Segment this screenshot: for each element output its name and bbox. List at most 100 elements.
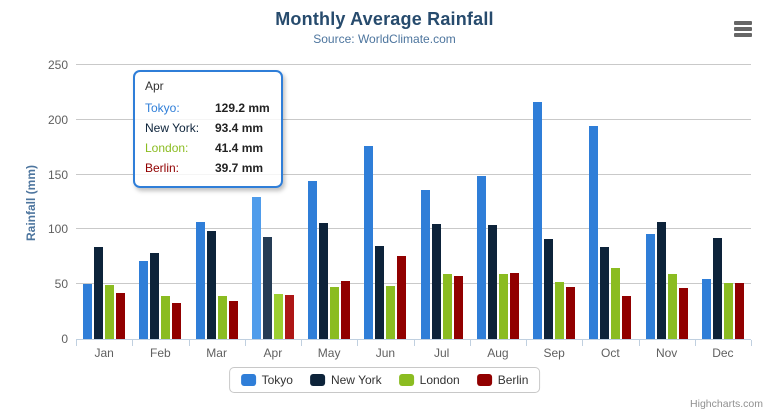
bar-tokyo-dec[interactable] bbox=[701, 279, 711, 339]
chart-subtitle: Source: WorldClimate.com bbox=[313, 32, 456, 46]
bar-berlin-nov[interactable] bbox=[678, 288, 688, 339]
tooltip-series-name: London: bbox=[145, 141, 189, 155]
bar-new-york-nov[interactable] bbox=[656, 222, 666, 339]
bar-london-nov[interactable] bbox=[667, 274, 677, 339]
bar-new-york-jun[interactable] bbox=[375, 246, 385, 339]
bar-tokyo-mar[interactable] bbox=[195, 222, 205, 339]
bar-new-york-jul[interactable] bbox=[431, 224, 441, 339]
gridline-100 bbox=[76, 228, 751, 229]
bar-berlin-jul[interactable] bbox=[453, 276, 463, 339]
bar-london-dec[interactable] bbox=[723, 283, 733, 339]
bar-new-york-jan[interactable] bbox=[94, 247, 104, 339]
tooltip-row: Berlin: 39.7 mm bbox=[145, 158, 271, 178]
y-axis-label-50: 50 bbox=[54, 277, 68, 291]
category-group-aug bbox=[470, 66, 526, 339]
bar-berlin-dec[interactable] bbox=[734, 283, 744, 339]
y-axis-label-200: 200 bbox=[47, 113, 68, 127]
bar-tokyo-feb[interactable] bbox=[139, 261, 149, 339]
bar-tokyo-aug[interactable] bbox=[476, 176, 486, 339]
bar-tokyo-jun[interactable] bbox=[364, 146, 374, 339]
bar-london-apr[interactable] bbox=[273, 294, 283, 339]
bar-berlin-oct[interactable] bbox=[622, 296, 632, 339]
bar-london-jul[interactable] bbox=[442, 274, 452, 339]
x-axis-tick bbox=[414, 340, 415, 346]
legend-symbol-icon bbox=[309, 374, 325, 386]
bar-tokyo-jan[interactable] bbox=[83, 284, 93, 339]
tooltip: Apr Tokyo: 129.2 mm New York: 93.4 mm London… bbox=[133, 70, 283, 188]
category-group-oct bbox=[582, 66, 638, 339]
legend-item-london[interactable]: London bbox=[398, 373, 460, 387]
bar-new-york-mar[interactable] bbox=[206, 231, 216, 339]
category-group-apr bbox=[245, 66, 301, 339]
bar-london-mar[interactable] bbox=[217, 296, 227, 339]
bar-new-york-oct[interactable] bbox=[600, 247, 610, 339]
bar-tokyo-apr[interactable] bbox=[251, 197, 261, 339]
category-group-may bbox=[301, 66, 357, 339]
bar-new-york-dec[interactable] bbox=[712, 238, 722, 339]
bar-london-feb[interactable] bbox=[161, 296, 171, 339]
bar-berlin-mar[interactable] bbox=[228, 301, 238, 339]
x-axis-tick bbox=[76, 340, 77, 346]
bar-london-jun[interactable] bbox=[386, 286, 396, 339]
bar-london-may[interactable] bbox=[330, 287, 340, 339]
bar-berlin-jun[interactable] bbox=[397, 256, 407, 339]
x-axis-label-aug: Aug bbox=[487, 346, 509, 360]
y-axis-label-150: 150 bbox=[47, 168, 68, 182]
bar-new-york-sep[interactable] bbox=[544, 239, 554, 339]
bar-london-aug[interactable] bbox=[498, 274, 508, 339]
legend-symbol-icon bbox=[240, 374, 256, 386]
x-axis-tick bbox=[470, 340, 471, 346]
x-axis-tick bbox=[582, 340, 583, 346]
bar-berlin-aug[interactable] bbox=[509, 273, 519, 339]
gridline-250 bbox=[76, 64, 751, 65]
legend-label: Berlin bbox=[497, 373, 529, 387]
tooltip-rows: Tokyo: 129.2 mm New York: 93.4 mm London: 41.… bbox=[145, 98, 271, 178]
bar-tokyo-nov[interactable] bbox=[645, 234, 655, 339]
category-group-jul bbox=[414, 66, 470, 339]
tooltip-row: Tokyo: 129.2 mm bbox=[145, 98, 271, 118]
bar-london-jan[interactable] bbox=[105, 285, 115, 339]
credits-link[interactable]: Highcharts.com bbox=[690, 398, 763, 410]
export-menu-button[interactable] bbox=[734, 21, 752, 39]
x-axis-label-jul: Jul bbox=[433, 346, 450, 360]
x-axis-tick bbox=[695, 340, 696, 346]
bar-berlin-sep[interactable] bbox=[566, 287, 576, 339]
y-axis-label-250: 250 bbox=[47, 58, 68, 72]
category-group-sep bbox=[526, 66, 582, 339]
tooltip-row: London: 41.4 mm bbox=[145, 138, 271, 158]
legend-item-new-york[interactable]: New York bbox=[309, 373, 382, 387]
bar-berlin-apr[interactable] bbox=[284, 295, 294, 339]
tooltip-header: Apr bbox=[145, 79, 164, 93]
x-axis-label-oct: Oct bbox=[601, 346, 620, 360]
tooltip-series-value: 129.2 mm bbox=[215, 101, 270, 115]
bar-new-york-aug[interactable] bbox=[487, 225, 497, 339]
category-group-mar bbox=[189, 66, 245, 339]
x-axis-tick bbox=[526, 340, 527, 346]
bar-london-sep[interactable] bbox=[555, 282, 565, 339]
bar-new-york-feb[interactable] bbox=[150, 253, 160, 339]
bar-tokyo-jul[interactable] bbox=[420, 190, 430, 339]
bar-berlin-may[interactable] bbox=[341, 281, 351, 339]
x-axis-label-jan: Jan bbox=[94, 346, 114, 360]
bar-tokyo-may[interactable] bbox=[308, 181, 318, 339]
tooltip-series-name: New York: bbox=[145, 121, 200, 135]
bar-london-oct[interactable] bbox=[611, 268, 621, 339]
bar-berlin-feb[interactable] bbox=[172, 303, 182, 339]
bar-berlin-jan[interactable] bbox=[116, 293, 126, 339]
legend-item-berlin[interactable]: Berlin bbox=[476, 373, 529, 387]
bar-new-york-may[interactable] bbox=[319, 223, 329, 339]
gridline-150 bbox=[76, 174, 751, 175]
bar-tokyo-oct[interactable] bbox=[589, 126, 599, 339]
x-axis-tick bbox=[301, 340, 302, 346]
category-group-jan bbox=[76, 66, 132, 339]
bar-groups bbox=[76, 66, 751, 339]
bar-tokyo-sep[interactable] bbox=[533, 102, 543, 339]
tooltip-series-value: 41.4 mm bbox=[215, 141, 264, 155]
legend-item-tokyo[interactable]: Tokyo bbox=[240, 373, 293, 387]
bar-new-york-apr[interactable] bbox=[262, 237, 272, 339]
x-axis-label-apr: Apr bbox=[263, 346, 283, 360]
x-axis-label-feb: Feb bbox=[150, 346, 171, 360]
x-axis-label-nov: Nov bbox=[655, 346, 678, 360]
y-axis-label-0: 0 bbox=[61, 332, 68, 346]
